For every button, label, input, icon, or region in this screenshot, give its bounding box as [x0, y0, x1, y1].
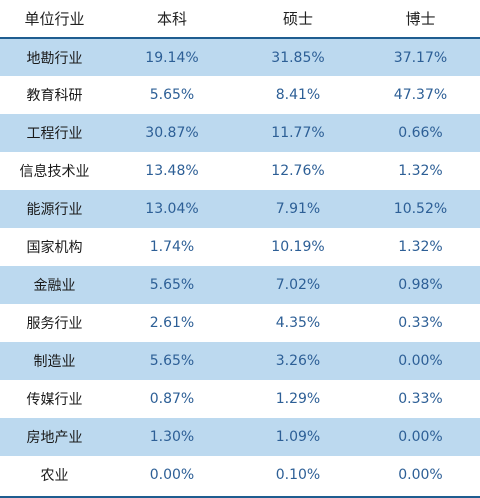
master-value: 31.85% [271, 49, 325, 66]
bachelor-value: 13.04% [145, 201, 199, 217]
table-row: 服务行业 2.61% 4.35% 0.33% [0, 304, 480, 342]
bachelor-value: 2.61% [149, 315, 195, 331]
table-row: 工程行业 30.87% 11.77% 0.66% [0, 114, 480, 152]
doctor-value: 37.17% [393, 49, 448, 66]
master-value: 0.10% [275, 467, 321, 483]
master-value: 8.41% [275, 87, 321, 103]
row-industry-label: 服务行业 [26, 316, 83, 332]
header-row: 单位行业 本科 硕士 博士 [0, 0, 480, 39]
table-row: 传媒行业 0.87% 1.29% 0.33% [0, 380, 480, 418]
table-header: 单位行业 本科 硕士 博士 [0, 0, 480, 39]
bachelor-value: 5.65% [149, 353, 195, 369]
bachelor-value: 13.48% [145, 163, 199, 179]
row-industry-label: 地勘行业 [26, 50, 83, 67]
table-row: 金融业 5.65% 7.02% 0.98% [0, 266, 480, 304]
doctor-value: 0.00% [398, 353, 443, 369]
table-row: 地勘行业 19.14% 31.85% 37.17% [0, 38, 480, 76]
doctor-value: 0.66% [398, 125, 443, 141]
doctor-value: 10.52% [393, 201, 448, 217]
bachelor-value: 19.14% [145, 49, 199, 66]
master-value: 7.02% [275, 277, 321, 293]
header-industry: 单位行业 [0, 0, 109, 39]
master-value: 4.35% [275, 315, 321, 331]
row-industry-label: 信息技术业 [19, 164, 90, 180]
row-industry-label: 传媒行业 [26, 392, 83, 408]
doctor-value: 1.32% [398, 163, 443, 179]
doctor-value: 1.32% [398, 239, 443, 255]
bachelor-value: 1.30% [149, 429, 195, 445]
master-value: 10.19% [271, 239, 325, 255]
row-industry-label: 国家机构 [26, 240, 83, 256]
table-row: 能源行业 13.04% 7.91% 10.52% [0, 190, 480, 228]
master-value: 1.29% [275, 391, 321, 407]
doctor-value: 0.00% [398, 429, 443, 445]
row-industry-label: 农业 [40, 468, 69, 484]
row-industry-label: 教育科研 [26, 88, 83, 104]
bachelor-value: 5.65% [149, 277, 195, 293]
master-value: 3.26% [275, 353, 321, 369]
header-master: 硕士 [235, 0, 361, 39]
table-row: 农业 0.00% 0.10% 0.00% [0, 456, 480, 494]
header-doctor: 博士 [361, 0, 480, 39]
bachelor-value: 5.65% [149, 87, 195, 103]
doctor-value: 0.00% [398, 467, 443, 483]
doctor-value: 0.33% [398, 391, 443, 407]
bachelor-value: 0.00% [149, 467, 195, 483]
doctor-value: 47.37% [393, 87, 448, 103]
table-body: 地勘行业 19.14% 31.85% 37.17% 教育科研 5.65% 8.41% 47.3… [0, 38, 480, 494]
master-value: 12.76% [271, 163, 325, 179]
row-industry-label: 能源行业 [26, 202, 83, 218]
doctor-value: 0.33% [398, 315, 443, 331]
master-value: 1.09% [275, 429, 321, 445]
row-industry-label: 房地产业 [26, 430, 83, 446]
bachelor-value: 1.74% [149, 239, 195, 255]
doctor-value: 0.98% [398, 277, 443, 293]
header-bachelor: 本科 [109, 0, 235, 39]
bachelor-value: 0.87% [149, 391, 195, 407]
table-row: 制造业 5.65% 3.26% 0.00% [0, 342, 480, 380]
table-row: 房地产业 1.30% 1.09% 0.00% [0, 418, 480, 456]
master-value: 7.91% [275, 201, 321, 217]
table-row: 教育科研 5.65% 8.41% 47.37% [0, 76, 480, 114]
table-row: 信息技术业 13.48% 12.76% 1.32% [0, 152, 480, 190]
row-industry-label: 工程行业 [26, 126, 83, 142]
row-industry-label: 制造业 [33, 354, 76, 370]
master-value: 11.77% [271, 125, 325, 141]
bachelor-value: 30.87% [145, 125, 199, 141]
table-row: 国家机构 1.74% 10.19% 1.32% [0, 228, 480, 266]
row-industry-label: 金融业 [33, 278, 76, 294]
